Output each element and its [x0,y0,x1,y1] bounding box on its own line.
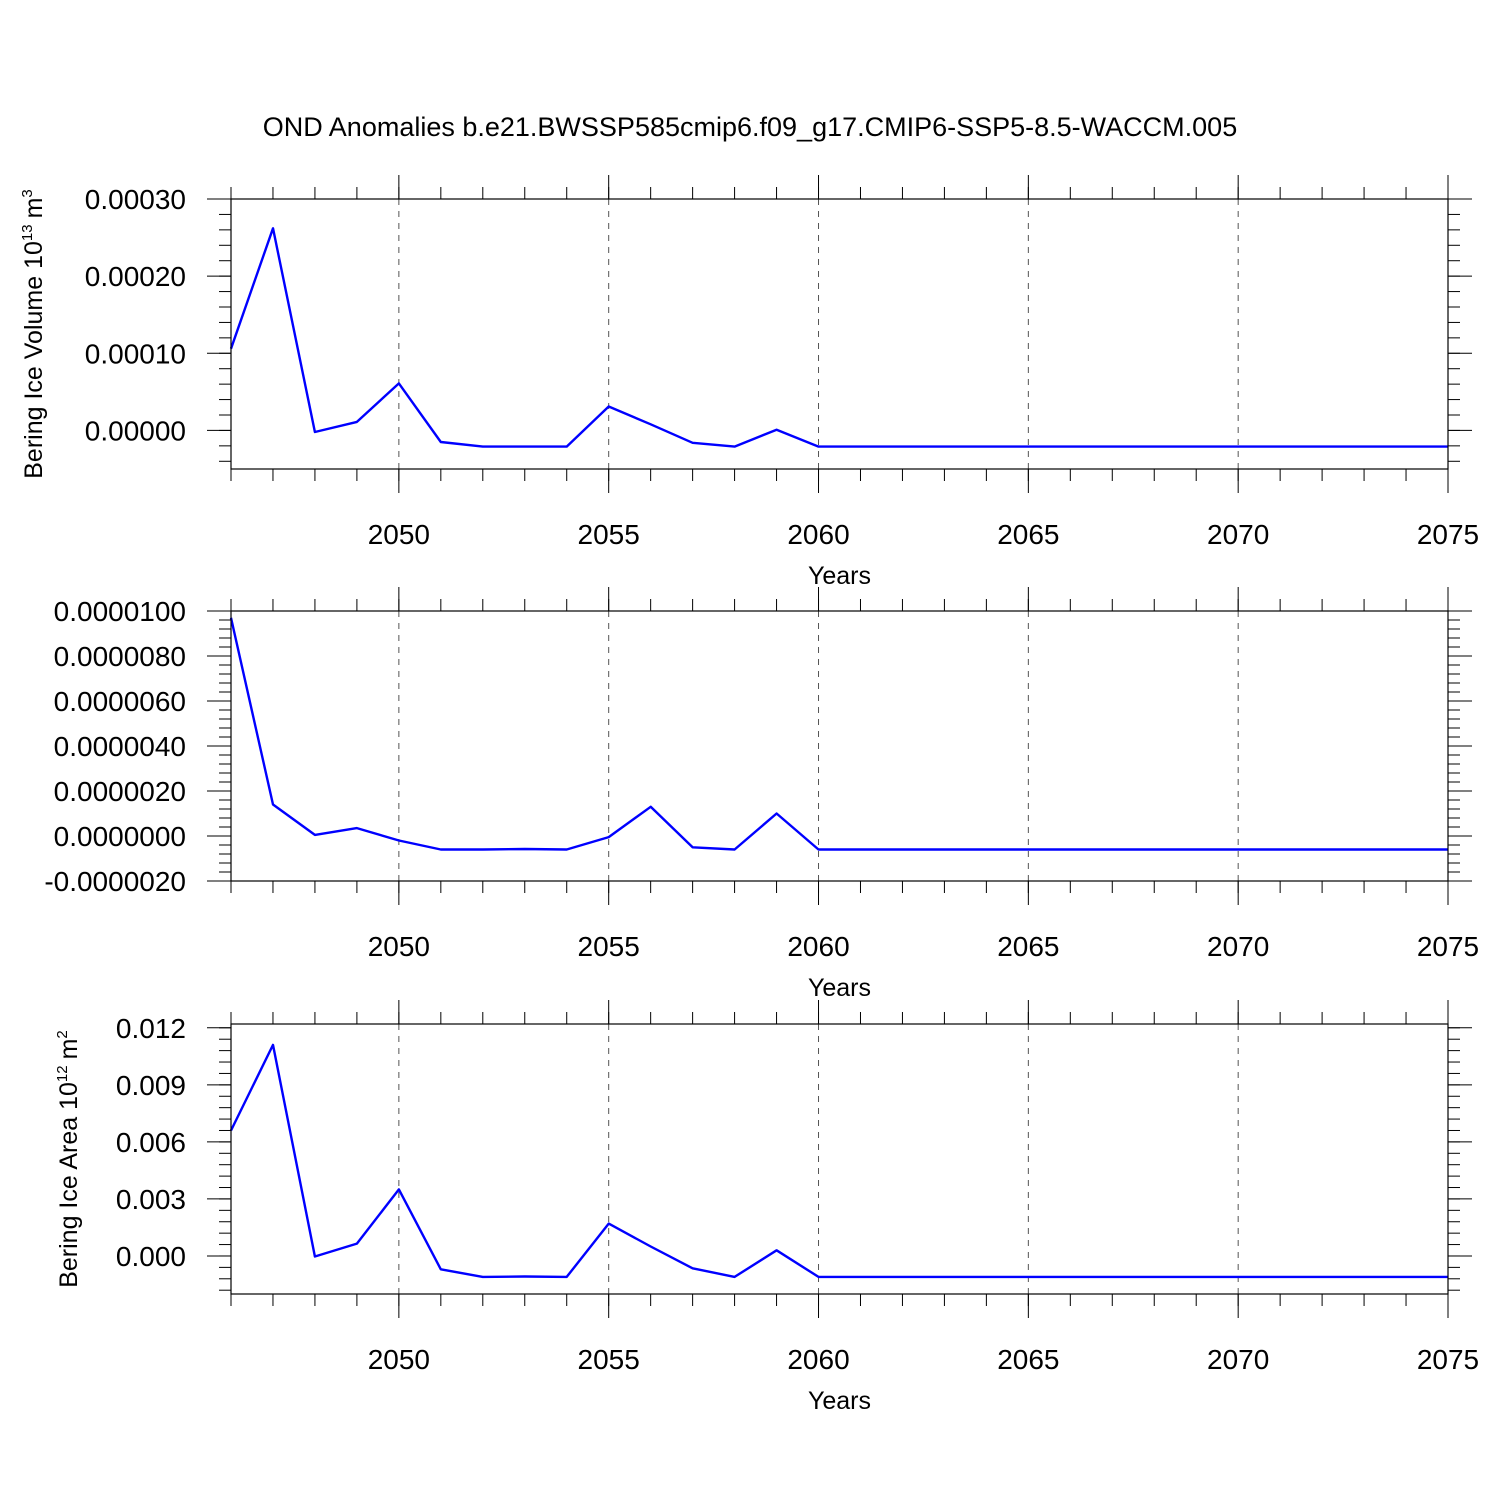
y-axis-label: Bering Ice Volume 1013 m3 [19,189,48,479]
x-axis-label: Years [808,1387,871,1415]
y-tick-label: 0.00020 [85,261,186,292]
x-tick-label: 2070 [1207,931,1269,962]
y-tick-label: 0.003 [116,1184,186,1215]
y-tick-label: 0.0000100 [54,596,186,627]
x-tick-label: 2075 [1417,519,1479,550]
x-tick-label: 2060 [787,1344,849,1375]
chart-title: OND Anomalies b.e21.BWSSP585cmip6.f09_g1… [263,112,1237,142]
y-axis-label-unit: m [20,198,48,219]
y-tick-label: 0.000 [116,1241,186,1272]
x-tick-label: 2075 [1417,1344,1479,1375]
panels: 2050 2055 2060 2065 2070 2075 0.00000 0.00010 0.… [19,175,1479,1415]
plot-frame [230,1023,1449,1295]
x-tick-label: 2050 [368,519,430,550]
x-tick-label: 2065 [997,931,1059,962]
y-tick-label: 0.0000020 [54,776,186,807]
plot-frame [230,198,1449,470]
y-tick-label: 0.0000000 [54,821,186,852]
y-tick-label: 0.0000060 [54,686,186,717]
y-axis-label-unit-exponent: 2 [54,1030,71,1038]
plot-frame [230,610,1449,882]
panel-2: 2050 2055 2060 2065 2070 2075 -0.0000020 0.0000… [44,587,1479,1002]
y-axis-label-exponent: 13 [19,224,36,241]
panel-1: 2050 2055 2060 2065 2070 2075 0.00000 0.00010 0.… [19,175,1479,590]
x-tick-label: 2060 [787,931,849,962]
y-axis-label-text: Bering Ice Area 10 [55,1082,83,1288]
y-tick-label: 0.00000 [85,415,186,446]
y-tick-label: 0.0000040 [54,731,186,762]
y-axis-label-unit: m [55,1039,83,1060]
x-tick-label: 2065 [997,519,1059,550]
x-tick-label: 2060 [787,519,849,550]
x-tick-label: 2050 [368,1344,430,1375]
y-tick-label: -0.0000020 [44,866,186,897]
y-axis-label: Bering Ice Area 1012 m2 [54,1030,83,1288]
y-tick-label: 0.00010 [85,338,186,369]
x-tick-label: 2070 [1207,1344,1269,1375]
x-tick-label: 2055 [578,519,640,550]
x-axis-label: Years [808,974,871,1002]
y-axis-label-exponent: 12 [54,1065,71,1082]
x-tick-label: 2050 [368,931,430,962]
y-axis-label-text: Bering Ice Volume 10 [20,241,48,479]
panel-3: 2050 2055 2060 2065 2070 2075 0.000 0.003 0.006 0… [54,1000,1479,1415]
y-tick-label: 0.00030 [85,184,186,215]
x-axis-label: Years [808,562,871,590]
x-tick-label: 2055 [578,931,640,962]
x-tick-label: 2075 [1417,931,1479,962]
x-tick-label: 2055 [578,1344,640,1375]
series-line [229,617,1448,851]
y-axis-label-unit-exponent: 3 [19,189,36,197]
y-tick-label: 0.009 [116,1070,186,1101]
x-tick-label: 2070 [1207,519,1269,550]
x-tick-label: 2065 [997,1344,1059,1375]
series-line [229,1043,1448,1279]
y-tick-label: 0.012 [116,1013,186,1044]
y-tick-label: 0.0000080 [54,641,186,672]
y-tick-label: 0.006 [116,1127,186,1158]
series-line [229,227,1448,448]
